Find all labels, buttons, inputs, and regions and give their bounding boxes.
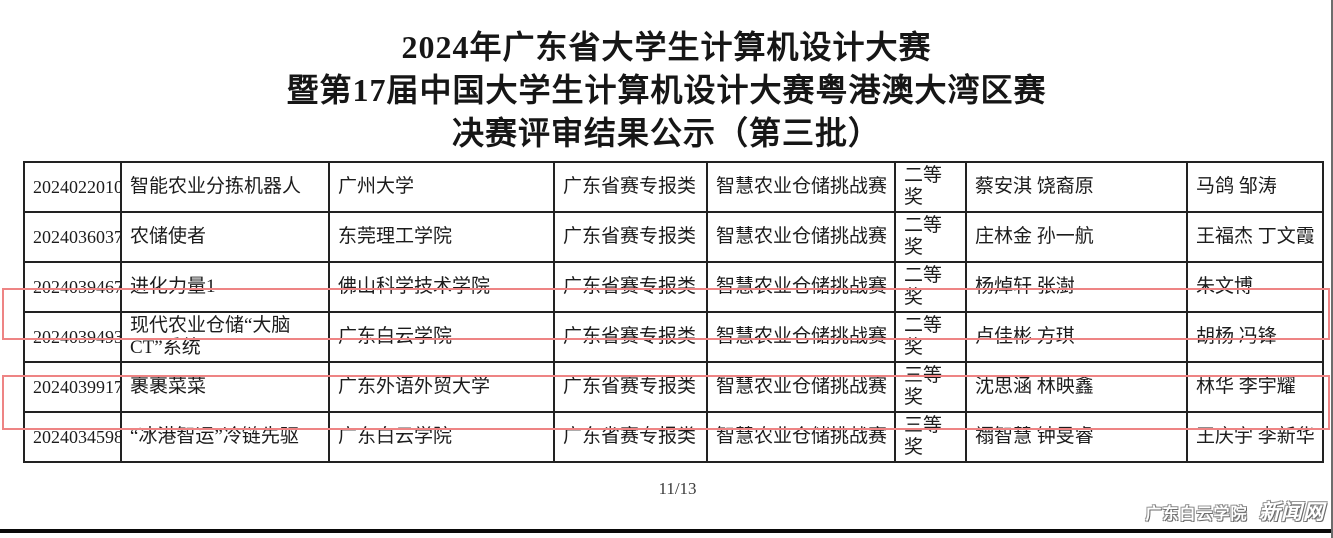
cell-award: 二等奖	[894, 211, 967, 263]
title-line-2: 暨第17届中国大学生计算机设计大赛粤港澳大湾区赛	[286, 72, 1047, 108]
cell-entry-id: 2024039467	[23, 261, 122, 313]
watermark-site-name: 广东白云学院	[1145, 506, 1248, 523]
cell-track: 智慧农业仓储挑战赛	[706, 411, 896, 463]
cell-category: 广东省赛专报类	[553, 211, 708, 263]
cell-project-name: 智能农业分拣机器人	[120, 161, 330, 213]
cell-students: 杨焯轩 张澍	[965, 261, 1188, 313]
cell-project-name: 农储使者	[120, 211, 330, 263]
table-row: 2024036037 农储使者 东莞理工学院 广东省赛专报类 智慧农业仓储挑战赛…	[23, 211, 1324, 263]
table-row: 2024039917 裹裹菜菜 广东外语外贸大学 广东省赛专报类 智慧农业仓储挑…	[23, 361, 1324, 413]
cell-track: 智慧农业仓储挑战赛	[706, 211, 896, 263]
cell-students: 蔡安淇 饶裔原	[965, 161, 1188, 213]
table-row-highlighted: 2024034598 “冰港智运”冷链先驱 广东白云学院 广东省赛专报类 智慧农…	[23, 411, 1324, 463]
cell-track: 智慧农业仓储挑战赛	[706, 311, 896, 363]
cell-category: 广东省赛专报类	[553, 261, 708, 313]
cell-school: 广东白云学院	[328, 411, 555, 463]
cell-school: 佛山科学技术学院	[328, 261, 555, 313]
cell-track: 智慧农业仓储挑战赛	[706, 361, 896, 413]
table-row: 2024022010 智能农业分拣机器人 广州大学 广东省赛专报类 智慧农业仓储…	[23, 161, 1324, 213]
watermark-section-name: 新闻网	[1259, 500, 1325, 524]
cell-project-name: 裹裹菜菜	[120, 361, 330, 413]
table-row: 2024039467 进化力量1 佛山科学技术学院 广东省赛专报类 智慧农业仓储…	[23, 261, 1324, 313]
cell-category: 广东省赛专报类	[553, 411, 708, 463]
table-row-highlighted: 2024039493 现代农业仓储“大脑CT”系统 广东白云学院 广东省赛专报类…	[23, 311, 1324, 363]
cell-school: 东莞理工学院	[328, 211, 555, 263]
cell-project-name: 进化力量1	[120, 261, 330, 313]
cell-students: 禤智慧 钟旻睿	[965, 411, 1188, 463]
document-title: 2024年广东省大学生计算机设计大赛 暨第17届中国大学生计算机设计大赛粤港澳大…	[0, 26, 1333, 155]
cell-advisors: 马鸽 邹涛	[1186, 161, 1324, 213]
cell-school: 广州大学	[328, 161, 555, 213]
right-border-line	[1331, 0, 1333, 538]
cell-award: 二等奖	[894, 261, 967, 313]
cell-school: 广东外语外贸大学	[328, 361, 555, 413]
cell-award: 三等奖	[894, 411, 967, 463]
cell-track: 智慧农业仓储挑战赛	[706, 261, 896, 313]
cell-award: 二等奖	[894, 161, 967, 213]
cell-students: 庄林金 孙一航	[965, 211, 1188, 263]
cell-category: 广东省赛专报类	[553, 361, 708, 413]
results-table: 2024022010 智能农业分拣机器人 广州大学 广东省赛专报类 智慧农业仓储…	[23, 161, 1324, 463]
cell-track: 智慧农业仓储挑战赛	[706, 161, 896, 213]
cell-advisors: 胡杨 冯锋	[1186, 311, 1324, 363]
cell-entry-id: 2024039493	[23, 311, 122, 363]
cell-category: 广东省赛专报类	[553, 161, 708, 213]
cell-entry-id: 2024022010	[23, 161, 122, 213]
cell-project-name: “冰港智运”冷链先驱	[120, 411, 330, 463]
title-line-1: 2024年广东省大学生计算机设计大赛	[401, 29, 932, 65]
cell-award: 三等奖	[894, 361, 967, 413]
cell-award: 二等奖	[894, 311, 967, 363]
cell-category: 广东省赛专报类	[553, 311, 708, 363]
cell-entry-id: 2024034598	[23, 411, 122, 463]
cell-students: 卢佳彬 方琪	[965, 311, 1188, 363]
cell-students: 沈思涵 林映鑫	[965, 361, 1188, 413]
cell-advisors: 王福杰 丁文霞	[1186, 211, 1324, 263]
page-number: 11/13	[658, 479, 697, 498]
cell-school: 广东白云学院	[328, 311, 555, 363]
cell-entry-id: 2024036037	[23, 211, 122, 263]
bottom-border-line	[0, 529, 1333, 533]
cell-advisors: 王庆宇 李新华	[1186, 411, 1324, 463]
cell-advisors: 朱文博	[1186, 261, 1324, 313]
cell-project-name: 现代农业仓储“大脑CT”系统	[120, 311, 330, 363]
title-line-3: 决赛评审结果公示（第三批）	[451, 115, 881, 151]
cell-entry-id: 2024039917	[23, 361, 122, 413]
cell-advisors: 林华 李宇耀	[1186, 361, 1324, 413]
watermark: 广东白云学院 新闻网	[1146, 496, 1325, 526]
